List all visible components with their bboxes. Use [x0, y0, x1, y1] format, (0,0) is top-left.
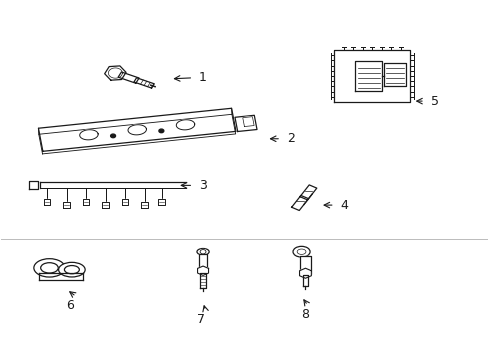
Text: 5: 5 — [430, 95, 438, 108]
Text: 7: 7 — [196, 313, 204, 327]
Ellipse shape — [297, 249, 305, 255]
Text: 4: 4 — [340, 199, 348, 212]
Polygon shape — [235, 115, 257, 131]
Polygon shape — [80, 130, 98, 140]
Polygon shape — [300, 256, 310, 274]
Polygon shape — [158, 199, 164, 206]
Polygon shape — [102, 202, 109, 208]
Polygon shape — [299, 268, 311, 278]
Ellipse shape — [197, 248, 209, 255]
Ellipse shape — [41, 263, 58, 273]
Circle shape — [200, 249, 205, 254]
Ellipse shape — [292, 246, 309, 257]
Polygon shape — [299, 185, 316, 200]
Ellipse shape — [34, 259, 65, 277]
Polygon shape — [198, 255, 207, 271]
Polygon shape — [39, 114, 235, 154]
Text: 6: 6 — [66, 299, 74, 312]
Polygon shape — [63, 202, 70, 208]
Text: 8: 8 — [301, 308, 309, 321]
Text: 2: 2 — [286, 132, 294, 145]
Polygon shape — [82, 199, 89, 206]
Polygon shape — [122, 199, 128, 206]
Polygon shape — [134, 78, 154, 88]
Circle shape — [200, 249, 205, 254]
Polygon shape — [39, 273, 82, 280]
Ellipse shape — [59, 262, 85, 277]
Text: 1: 1 — [199, 71, 206, 84]
Text: 3: 3 — [199, 179, 206, 192]
Polygon shape — [43, 199, 50, 206]
Circle shape — [159, 129, 163, 133]
Polygon shape — [291, 195, 308, 211]
Polygon shape — [242, 117, 254, 127]
Polygon shape — [302, 275, 308, 286]
Polygon shape — [176, 120, 194, 130]
Ellipse shape — [64, 266, 79, 274]
Polygon shape — [128, 125, 146, 135]
Polygon shape — [118, 72, 139, 83]
Polygon shape — [104, 66, 126, 80]
Polygon shape — [29, 181, 38, 189]
Polygon shape — [141, 202, 148, 208]
Polygon shape — [200, 273, 206, 288]
Polygon shape — [39, 108, 236, 151]
Circle shape — [110, 134, 115, 138]
Polygon shape — [197, 266, 208, 275]
